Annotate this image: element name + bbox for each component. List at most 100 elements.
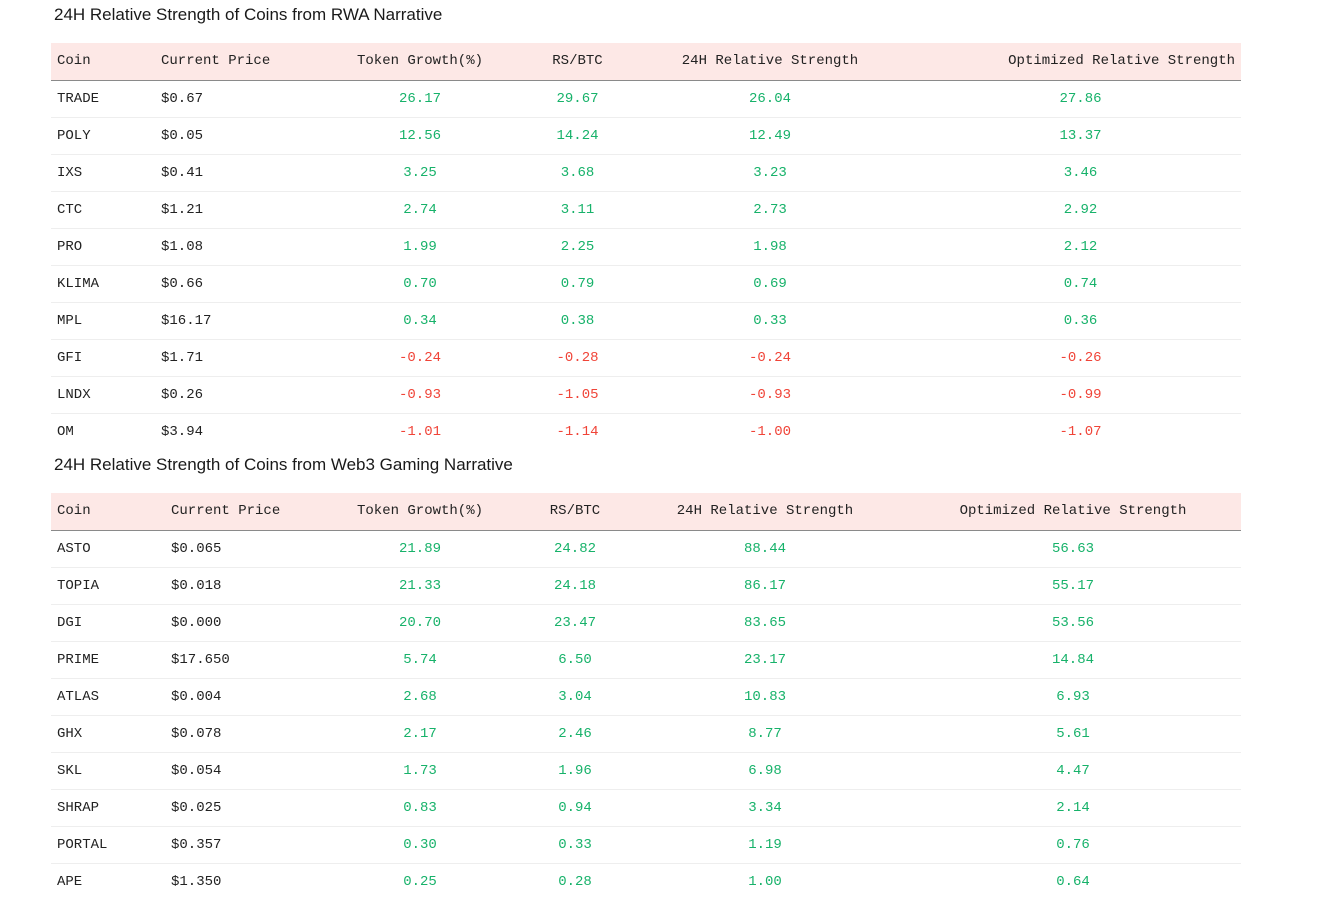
coin-cell: APE <box>57 873 83 890</box>
table-header-row: Coin Current Price Token Growth(%) RS/BT… <box>51 43 1241 81</box>
column-header-24h-relative-strength[interactable]: 24H Relative Strength <box>625 493 905 531</box>
price-cell: $1.08 <box>155 228 305 266</box>
rs-24h-cell: 10.83 <box>625 678 905 716</box>
growth-cell: 0.34 <box>305 302 535 340</box>
rs-btc-cell: -0.28 <box>535 339 620 377</box>
column-header-rs-btc[interactable]: RS/BTC <box>535 43 620 81</box>
rs-24h-cell: 3.23 <box>620 154 920 192</box>
price-cell: $0.357 <box>165 826 315 864</box>
price-cell: $17.650 <box>165 641 315 679</box>
table-row: OM $3.94 -1.01 -1.14 -1.00 -1.07 <box>51 413 1241 450</box>
optimized-rs-cell: -1.07 <box>1059 423 1102 440</box>
rs-btc-cell: 29.67 <box>535 80 620 118</box>
rs-btc-cell: 0.33 <box>525 826 625 864</box>
rs-24h-cell: 0.33 <box>620 302 920 340</box>
price-cell: $0.000 <box>165 604 315 642</box>
price-cell: $1.350 <box>171 873 222 890</box>
column-header-coin[interactable]: Coin <box>51 43 155 81</box>
gaming-table-title: 24H Relative Strength of Coins from Web3… <box>54 455 513 474</box>
price-cell: $1.71 <box>155 339 305 377</box>
table-row: GFI $1.71 -0.24 -0.28 -0.24 -0.26 <box>51 339 1241 377</box>
rs-24h-cell: 88.44 <box>625 530 905 568</box>
column-header-token-growth[interactable]: Token Growth(%) <box>305 43 535 81</box>
rs-24h-cell: 1.00 <box>748 873 782 890</box>
price-cell: $0.025 <box>165 789 315 827</box>
coin-cell: PRO <box>51 228 155 266</box>
optimized-rs-cell: 55.17 <box>905 567 1241 605</box>
rs-btc-cell: -1.14 <box>556 423 599 440</box>
table-row: LNDX $0.26 -0.93 -1.05 -0.93 -0.99 <box>51 376 1241 414</box>
optimized-rs-cell: 2.12 <box>920 228 1241 266</box>
rs-24h-cell: 1.19 <box>625 826 905 864</box>
rs-24h-cell: 0.69 <box>620 265 920 303</box>
optimized-rs-cell: 56.63 <box>905 530 1241 568</box>
table-row: TRADE $0.67 26.17 29.67 26.04 27.86 <box>51 80 1241 118</box>
coin-cell: GFI <box>51 339 155 377</box>
rs-btc-cell: 24.82 <box>525 530 625 568</box>
optimized-rs-cell: 53.56 <box>905 604 1241 642</box>
growth-cell: 20.70 <box>315 604 525 642</box>
coin-cell: OM <box>57 423 74 440</box>
table-row: CTC $1.21 2.74 3.11 2.73 2.92 <box>51 191 1241 229</box>
growth-cell: 0.30 <box>315 826 525 864</box>
rs-24h-cell: 2.73 <box>620 191 920 229</box>
table-row: IXS $0.41 3.25 3.68 3.23 3.46 <box>51 154 1241 192</box>
column-header-current-price[interactable]: Current Price <box>165 493 315 531</box>
coin-cell: PORTAL <box>51 826 165 864</box>
price-cell: $0.26 <box>155 376 305 414</box>
growth-cell: 2.68 <box>315 678 525 716</box>
growth-cell: 21.33 <box>315 567 525 605</box>
rs-btc-cell: 23.47 <box>525 604 625 642</box>
optimized-rs-cell: 0.36 <box>920 302 1241 340</box>
table-row: ATLAS $0.004 2.68 3.04 10.83 6.93 <box>51 678 1241 716</box>
rs-24h-cell: 86.17 <box>625 567 905 605</box>
coin-cell: ATLAS <box>51 678 165 716</box>
column-header-coin[interactable]: Coin <box>51 493 165 531</box>
coin-cell: MPL <box>51 302 155 340</box>
rs-btc-cell: 3.11 <box>535 191 620 229</box>
growth-cell: 3.25 <box>305 154 535 192</box>
column-header-current-price[interactable]: Current Price <box>155 43 305 81</box>
column-header-optimized-relative-strength[interactable]: Optimized Relative Strength <box>920 43 1241 81</box>
growth-cell: 26.17 <box>305 80 535 118</box>
optimized-rs-cell: -0.99 <box>920 376 1241 414</box>
rs-btc-cell: 0.38 <box>535 302 620 340</box>
rs-24h-cell: -1.00 <box>748 423 791 440</box>
coin-cell: GHX <box>51 715 165 753</box>
rs-24h-cell: -0.24 <box>620 339 920 377</box>
table-row: SHRAP $0.025 0.83 0.94 3.34 2.14 <box>51 789 1241 827</box>
optimized-rs-cell: 27.86 <box>920 80 1241 118</box>
growth-cell: -0.93 <box>305 376 535 414</box>
coin-cell: PRIME <box>51 641 165 679</box>
column-header-24h-relative-strength[interactable]: 24H Relative Strength <box>620 43 920 81</box>
rs-btc-cell: 3.04 <box>525 678 625 716</box>
column-header-optimized-relative-strength[interactable]: Optimized Relative Strength <box>905 493 1241 531</box>
growth-cell: 0.83 <box>315 789 525 827</box>
column-header-token-growth[interactable]: Token Growth(%) <box>315 493 525 531</box>
coin-cell: POLY <box>51 117 155 155</box>
table-row: PRO $1.08 1.99 2.25 1.98 2.12 <box>51 228 1241 266</box>
price-cell: $1.21 <box>155 191 305 229</box>
price-cell: $0.66 <box>155 265 305 303</box>
price-cell: $0.054 <box>165 752 315 790</box>
optimized-rs-cell: 0.76 <box>905 826 1241 864</box>
rs-btc-cell: 6.50 <box>525 641 625 679</box>
growth-cell: 5.74 <box>315 641 525 679</box>
rs-24h-cell: 23.17 <box>625 641 905 679</box>
price-cell: $16.17 <box>155 302 305 340</box>
rs-btc-cell: 3.68 <box>535 154 620 192</box>
rs-btc-cell: 2.25 <box>535 228 620 266</box>
optimized-rs-cell: 0.74 <box>920 265 1241 303</box>
rs-btc-cell: 0.79 <box>535 265 620 303</box>
coin-cell: CTC <box>51 191 155 229</box>
table-row: PORTAL $0.357 0.30 0.33 1.19 0.76 <box>51 826 1241 864</box>
growth-cell: 0.70 <box>305 265 535 303</box>
growth-cell: 12.56 <box>305 117 535 155</box>
price-cell: $0.078 <box>165 715 315 753</box>
gaming-table: Coin Current Price Token Growth(%) RS/BT… <box>51 493 1241 900</box>
rwa-table: Coin Current Price Token Growth(%) RS/BT… <box>51 43 1241 450</box>
table-row: ASTO $0.065 21.89 24.82 88.44 56.63 <box>51 530 1241 568</box>
coin-cell: ASTO <box>51 530 165 568</box>
column-header-rs-btc[interactable]: RS/BTC <box>525 493 625 531</box>
price-cell: $3.94 <box>161 423 204 440</box>
